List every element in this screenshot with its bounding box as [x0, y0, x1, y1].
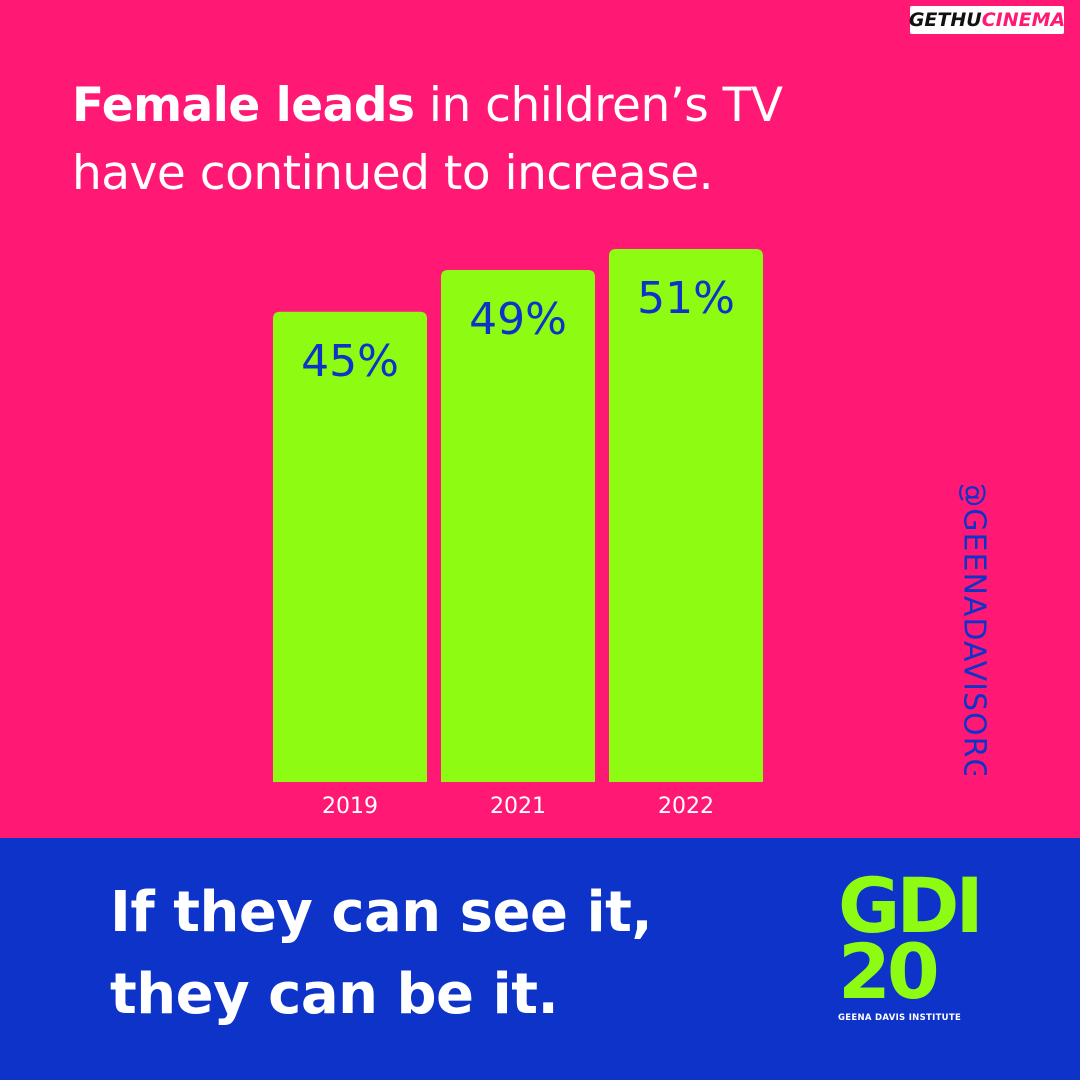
social-handle: @GEENADAVISORG: [957, 485, 992, 775]
data-label-2021: 49%: [469, 294, 567, 345]
slogan: If they can see it, they can be it.: [110, 872, 653, 1036]
watermark: GETHU CINEMA: [908, 6, 1066, 34]
headline: Female leads in children’s TV have conti…: [72, 72, 972, 208]
bar-2022: [609, 249, 763, 783]
logo-name: GEENA DAVIS INSTITUTE: [838, 1013, 962, 1023]
bar-chart: 45% 2019 49% 2021 51% 2022: [273, 249, 763, 819]
bar-2021: [441, 269, 595, 782]
headline-bold: Female leads: [72, 78, 415, 133]
headline-line2: have continued to increase.: [72, 146, 714, 201]
category-label-2021: 2021: [490, 794, 546, 819]
logo-20: 20: [838, 927, 940, 1016]
bottom-panel: [0, 838, 1080, 1080]
social-handle-text: @GEENADAVISORG: [957, 485, 992, 775]
gdi-logo: GDI 20 GEENA DAVIS INSTITUTE: [838, 861, 984, 1024]
category-label-2019: 2019: [322, 794, 378, 819]
category-label-2022: 2022: [658, 794, 714, 819]
watermark-part2: CINEMA: [981, 9, 1066, 31]
data-label-2019: 45%: [301, 336, 399, 387]
slogan-line1: If they can see it,: [110, 880, 653, 945]
headline-rest: in children’s TV: [414, 78, 783, 133]
watermark-part1: GETHU: [908, 9, 982, 31]
bar-2019: [273, 311, 427, 782]
data-label-2022: 51%: [637, 273, 735, 324]
headline-line1: Female leads in children’s TV: [72, 72, 972, 140]
logo-gdi: GDI: [838, 861, 984, 950]
slogan-line2: they can be it.: [110, 962, 559, 1027]
